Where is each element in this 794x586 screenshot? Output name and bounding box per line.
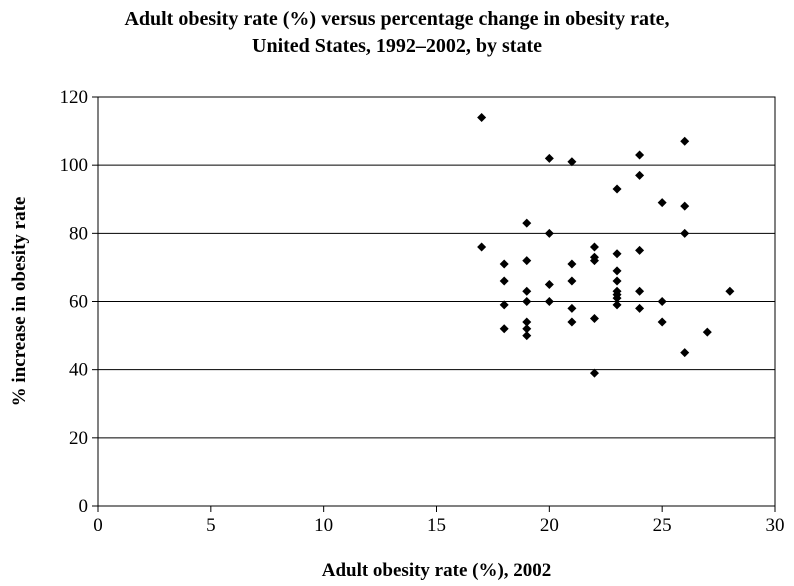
data-point-37	[635, 170, 645, 180]
data-point-26	[589, 314, 599, 324]
data-point-35	[612, 300, 622, 310]
y-tick-label-20: 20	[69, 428, 88, 449]
data-point-41	[657, 198, 667, 208]
data-point-18	[567, 157, 577, 167]
x-tick-label-25: 25	[653, 515, 672, 536]
data-points	[477, 112, 735, 378]
data-point-12	[522, 324, 532, 334]
data-point-36	[635, 150, 645, 160]
gridlines	[98, 164, 775, 439]
x-axis-label: Adult obesity rate (%), 2002	[322, 560, 552, 581]
data-point-1	[477, 112, 487, 122]
data-point-7	[522, 218, 532, 228]
y-tick-label-100: 100	[60, 155, 89, 176]
data-point-10	[522, 297, 532, 306]
data-point-16	[544, 279, 554, 289]
y-axis-label: % increase in obesity rate	[9, 197, 30, 407]
x-tick-label-5: 5	[206, 515, 216, 536]
data-point-3	[499, 259, 509, 269]
data-point-30	[612, 266, 622, 276]
data-point-47	[680, 348, 690, 358]
data-point-38	[635, 245, 645, 255]
x-tick-label-0: 0	[93, 515, 103, 536]
data-point-44	[680, 136, 690, 146]
data-point-13	[522, 331, 532, 341]
data-point-42	[657, 297, 667, 306]
data-point-23	[589, 242, 599, 252]
x-axis-ticks: 0 5 10 15 20 25 30	[93, 506, 785, 536]
data-point-8	[522, 256, 532, 266]
data-point-6	[499, 324, 509, 334]
data-point-40	[635, 303, 645, 313]
data-point-43	[657, 317, 667, 327]
chart-title-line-1: Adult obesity rate (%) versus percentage…	[124, 8, 670, 30]
data-point-17	[544, 297, 554, 306]
y-axis-ticks: 0 20 40 60 80 100 120	[60, 87, 98, 517]
data-point-4	[499, 276, 509, 286]
data-point-46	[680, 228, 690, 238]
data-point-2	[477, 242, 487, 252]
data-point-31	[612, 276, 622, 286]
data-point-39	[635, 286, 645, 296]
y-tick-label-80: 80	[69, 223, 88, 244]
y-tick-label-120: 120	[60, 87, 89, 108]
x-tick-label-15: 15	[427, 515, 446, 536]
data-point-22	[567, 317, 577, 327]
data-point-49	[725, 286, 735, 296]
x-tick-label-10: 10	[314, 515, 333, 536]
data-point-21	[567, 303, 577, 313]
data-point-27	[589, 368, 599, 378]
data-point-9	[522, 286, 532, 296]
chart-title: Adult obesity rate (%) versus percentage…	[0, 6, 794, 60]
data-point-14	[544, 153, 554, 163]
data-point-15	[544, 228, 554, 238]
data-point-5	[499, 300, 509, 310]
x-tick-label-30: 30	[766, 515, 785, 536]
y-tick-label-60: 60	[69, 292, 88, 313]
y-tick-label-0: 0	[79, 496, 89, 517]
y-tick-label-40: 40	[69, 360, 88, 381]
data-point-25	[589, 256, 599, 266]
data-point-34	[612, 293, 622, 303]
chart-title-line-2: United States, 1992–2002, by state	[252, 35, 542, 57]
data-point-28	[612, 184, 622, 194]
data-point-29	[612, 249, 622, 259]
data-point-45	[680, 201, 690, 211]
data-point-11	[522, 317, 532, 327]
data-point-48	[702, 327, 712, 337]
data-point-19	[567, 259, 577, 269]
data-point-20	[567, 276, 577, 286]
x-tick-label-20: 20	[540, 515, 559, 536]
